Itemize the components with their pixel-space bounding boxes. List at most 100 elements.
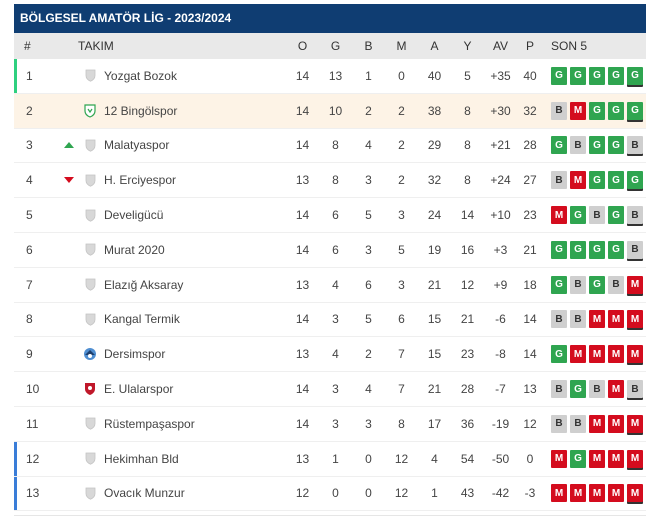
row-position: 4: [26, 173, 33, 188]
stat-a: 21: [427, 277, 442, 292]
team-name[interactable]: Malatyaspor: [104, 138, 170, 153]
row-position: 11: [26, 416, 39, 431]
team-name[interactable]: 12 Bingölspor: [104, 103, 178, 118]
table-row[interactable]: 3 Malatyaspor 14 8 4 2 29 8 +21 28 G B G G B: [14, 129, 646, 164]
shield-icon: [78, 139, 102, 152]
team-name[interactable]: E. Ulalarspor: [104, 382, 174, 397]
stat-y: 43: [460, 486, 475, 501]
form-result: M: [570, 345, 586, 364]
header-o: O: [297, 39, 308, 53]
stat-o: 13: [295, 451, 310, 466]
stat-b: 4: [365, 382, 372, 397]
table-row[interactable]: 11 Rüstempaşaspor 14 3 3 8 17 36 -19 12 B B M M M: [14, 407, 646, 442]
header-m: M: [396, 39, 407, 53]
form-result: G: [608, 136, 624, 155]
stat-m: 12: [394, 486, 409, 501]
form-result: M: [570, 101, 586, 120]
table-row[interactable]: 4 H. Erciyespor 13 8 3 2 32 8 +24 27 B M G G G: [14, 163, 646, 199]
row-position: 1: [26, 68, 33, 83]
form-result: M: [627, 449, 643, 468]
stat-m: 12: [394, 451, 409, 466]
table-row[interactable]: 6 Murat 2020 14 6 3 5 19 16 +3 21 G G G G B: [14, 233, 646, 268]
table-row[interactable]: 2 12 Bingölspor 14 10 2 2 38 8 +30 32 B M G G G: [14, 93, 646, 129]
league-title: BÖLGESEL AMATÖR LİG - 2023/2024: [14, 4, 646, 33]
table-row[interactable]: 10 E. Ulalarspor 14 3 4 7 21 28 -7 13 B G B M B: [14, 372, 646, 407]
stat-y: 21: [460, 312, 475, 327]
table-row[interactable]: 1 Yozgat Bozok 14 13 1 0 40 5 +35 40 G G G G G: [14, 59, 646, 94]
form-result: B: [551, 414, 567, 433]
movement-indicator: [60, 177, 78, 184]
stat-g: 8: [332, 173, 339, 188]
header-y: Y: [463, 39, 472, 53]
form-result: B: [589, 380, 605, 399]
stat-points: -3: [524, 486, 536, 501]
stat-b: 4: [365, 138, 372, 153]
row-position: 7: [26, 277, 33, 292]
team-name[interactable]: Murat 2020: [104, 242, 165, 257]
team-name[interactable]: Hekimhan Bld: [104, 451, 179, 466]
stat-b: 3: [365, 173, 372, 188]
stat-m: 2: [398, 103, 405, 118]
table-row[interactable]: 13 Ovacık Munzur 12 0 0 12 1 43 -42 -3 M M M M M: [14, 476, 646, 512]
row-position: 9: [26, 347, 33, 362]
team-name[interactable]: Yozgat Bozok: [104, 68, 177, 83]
stat-y: 54: [460, 451, 475, 466]
stat-av: +10: [490, 208, 511, 223]
team-name[interactable]: Rüstempaşaspor: [104, 416, 195, 431]
stat-points: 28: [523, 138, 537, 153]
stat-y: 28: [460, 382, 475, 397]
stat-b: 3: [365, 242, 372, 257]
stat-o: 13: [295, 173, 310, 188]
stat-av: +24: [490, 173, 511, 188]
relegation-zone-marker: [14, 476, 17, 511]
position-up-icon: [64, 142, 74, 149]
shield-icon: [78, 243, 102, 257]
table-row[interactable]: 12 Hekimhan Bld 13 1 0 12 4 54 -50 0 M G M M M: [14, 441, 646, 477]
form-result: B: [570, 310, 586, 329]
row-position: 10: [26, 382, 40, 397]
team-name[interactable]: Elazığ Aksaray: [104, 277, 184, 292]
stat-a: 38: [427, 103, 442, 118]
form-result: M: [551, 449, 567, 468]
table-row[interactable]: 7 Elazığ Aksaray 13 4 6 3 21 12 +9 18 G B G B M: [14, 268, 646, 303]
stat-av: +21: [490, 138, 511, 153]
table-body: 1 Yozgat Bozok 14 13 1 0 40 5 +35 40 G G G G G 2 12 Bing…: [14, 59, 646, 512]
table-row[interactable]: 5 Develigücü 14 6 5 3 24 14 +10 23 M G B G B: [14, 198, 646, 233]
team-name[interactable]: Ovacık Munzur: [104, 486, 185, 501]
team-name[interactable]: Dersimspor: [104, 347, 166, 362]
stat-a: 15: [427, 312, 442, 327]
form-result: G: [570, 449, 586, 468]
table-row[interactable]: 8 Kangal Termik 14 3 5 6 15 21 -6 14 B B M M M: [14, 303, 646, 338]
stat-b: 1: [365, 68, 372, 83]
team-name[interactable]: Kangal Termik: [104, 312, 180, 327]
form-result: M: [627, 275, 643, 294]
team-name[interactable]: Develigücü: [104, 208, 164, 223]
stat-points: 12: [523, 416, 537, 431]
form-result: B: [570, 275, 586, 294]
stat-a: 21: [427, 382, 442, 397]
form-result: M: [551, 484, 567, 503]
stat-o: 14: [295, 138, 310, 153]
stat-y: 36: [460, 416, 475, 431]
stat-m: 2: [398, 138, 405, 153]
stat-y: 12: [460, 277, 475, 292]
form-result: M: [627, 345, 643, 364]
form-result: G: [570, 206, 586, 225]
row-position: 13: [26, 486, 40, 501]
shield-icon: [78, 487, 102, 500]
table-row[interactable]: 9 Dersimspor 13 4 2 7 15 23 -8 14 G M M M M: [14, 337, 646, 373]
form-result: M: [570, 171, 586, 190]
stat-m: 8: [398, 416, 405, 431]
form-result: M: [627, 414, 643, 433]
stat-av: -8: [495, 347, 506, 362]
header-p: P: [525, 39, 534, 53]
header-b: B: [364, 39, 373, 53]
team-name[interactable]: H. Erciyespor: [104, 173, 177, 188]
form-result: G: [551, 240, 567, 259]
